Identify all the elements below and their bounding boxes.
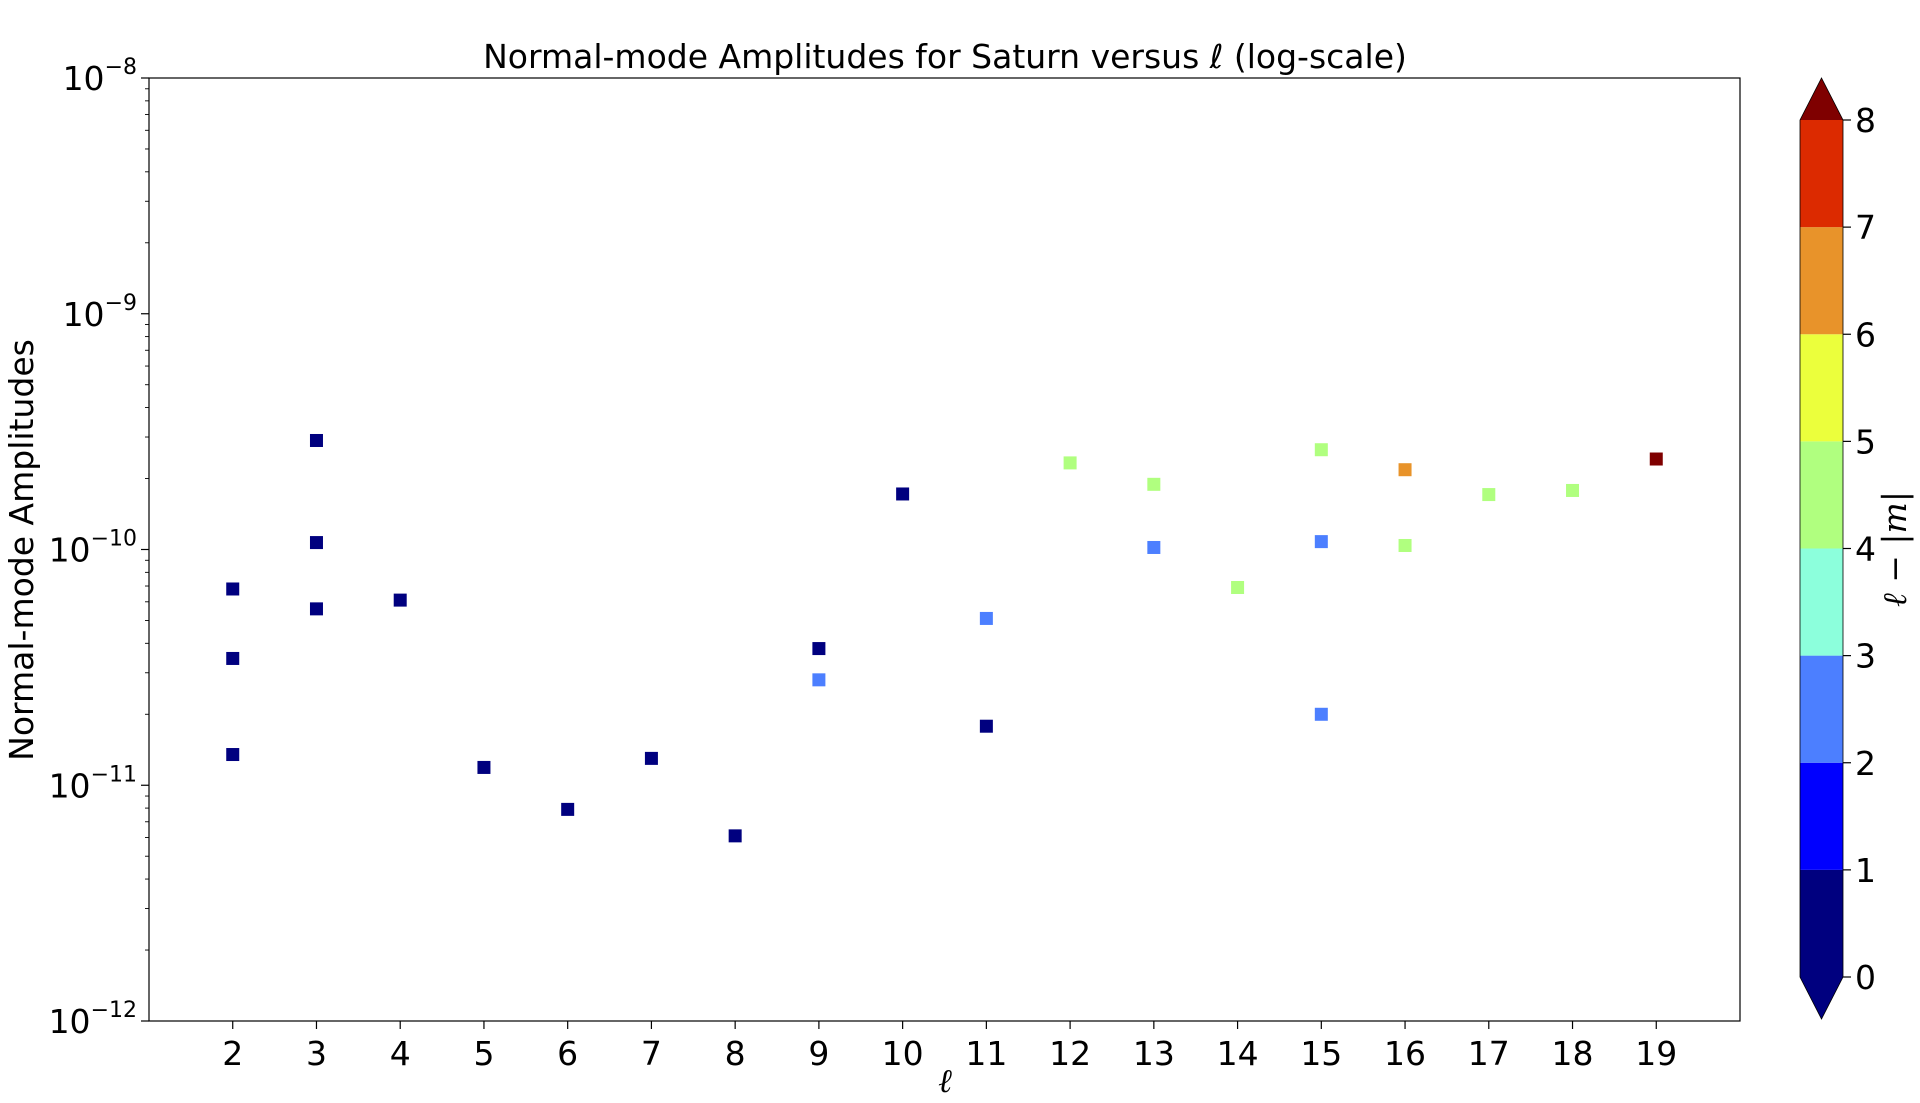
data-point bbox=[1231, 580, 1245, 594]
data-point bbox=[979, 719, 993, 733]
y-axis-label: Normal-mode Amplitudes bbox=[2, 339, 41, 761]
x-tick-label: 19 bbox=[1635, 1034, 1677, 1073]
colorbar-tick-label: 7 bbox=[1855, 208, 1876, 247]
x-ticks: 2 3 4 5 6 7 8 9 10 11 12 13 14 15 16 17 18 19 bbox=[222, 1021, 1677, 1073]
y-minor-ticks bbox=[145, 88, 149, 951]
colorbar-tick-label: 4 bbox=[1855, 530, 1876, 569]
data-point bbox=[1482, 488, 1496, 502]
data-point bbox=[1063, 456, 1077, 470]
x-tick-label: 4 bbox=[390, 1034, 411, 1073]
data-point bbox=[309, 602, 323, 616]
data-point bbox=[1314, 535, 1328, 549]
colorbar-level bbox=[1800, 227, 1843, 335]
colorbar-tick-label: 0 bbox=[1855, 958, 1876, 997]
x-tick-label: 17 bbox=[1468, 1034, 1510, 1073]
x-axis-label: ℓ bbox=[938, 1061, 952, 1100]
x-tick-label: 18 bbox=[1552, 1034, 1594, 1073]
colorbar-levels bbox=[1799, 77, 1844, 1020]
data-point bbox=[812, 642, 826, 656]
x-tick-label: 14 bbox=[1217, 1034, 1259, 1073]
data-point bbox=[1566, 483, 1580, 497]
y-tick-exponent: −8 bbox=[105, 55, 137, 80]
x-tick-label: 15 bbox=[1300, 1034, 1342, 1073]
data-point bbox=[226, 748, 240, 762]
data-point bbox=[1398, 538, 1412, 552]
colorbar-tick-label: 3 bbox=[1855, 637, 1876, 676]
x-tick-label: 10 bbox=[882, 1034, 924, 1073]
data-point bbox=[226, 651, 240, 665]
data-point bbox=[393, 593, 407, 607]
data-point bbox=[477, 760, 491, 774]
y-tick-exponent: −12 bbox=[91, 998, 137, 1023]
colorbar-extend-max bbox=[1800, 78, 1843, 120]
data-point bbox=[644, 751, 658, 765]
colorbar-level bbox=[1800, 441, 1843, 549]
y-tick-base: 10 bbox=[49, 766, 91, 805]
colorbar-tick-label: 1 bbox=[1855, 851, 1876, 890]
y-tick-base: 10 bbox=[49, 531, 91, 570]
x-tick-label: 6 bbox=[557, 1034, 578, 1073]
data-point bbox=[309, 433, 323, 447]
colorbar-label: ℓ − |m| bbox=[1875, 491, 1914, 607]
x-tick-label: 9 bbox=[808, 1034, 829, 1073]
y-tick-base: 10 bbox=[49, 1002, 91, 1041]
data-point bbox=[1649, 452, 1663, 466]
plot-frame bbox=[148, 77, 1741, 1022]
data-points bbox=[226, 433, 1663, 843]
x-tick-label: 8 bbox=[725, 1034, 746, 1073]
y-tick-base: 10 bbox=[63, 295, 105, 334]
data-point bbox=[1147, 540, 1161, 554]
y-tick-label: 10−9 bbox=[63, 291, 137, 334]
y-tick-label: 10−8 bbox=[63, 55, 137, 98]
colorbar-level bbox=[1800, 548, 1843, 656]
colorbar-level bbox=[1800, 655, 1843, 763]
data-point bbox=[1147, 477, 1161, 491]
colorbar-ticks: 0 1 2 3 4 5 6 7 8 bbox=[1843, 101, 1876, 997]
y-tick-exponent: −10 bbox=[91, 527, 137, 552]
x-tick-label: 16 bbox=[1384, 1034, 1426, 1073]
colorbar-tick-label: 8 bbox=[1855, 101, 1876, 140]
data-point bbox=[309, 536, 323, 550]
data-point bbox=[1314, 707, 1328, 721]
x-tick-label: 11 bbox=[965, 1034, 1007, 1073]
colorbar-level bbox=[1800, 762, 1843, 870]
x-tick-label: 13 bbox=[1133, 1034, 1175, 1073]
x-tick-label: 2 bbox=[222, 1034, 243, 1073]
x-tick-label: 3 bbox=[306, 1034, 327, 1073]
data-point bbox=[728, 829, 742, 843]
data-point bbox=[812, 673, 826, 687]
colorbar-extend-min bbox=[1800, 977, 1843, 1019]
data-point bbox=[1314, 443, 1328, 457]
data-point bbox=[1398, 463, 1412, 477]
x-tick-label: 12 bbox=[1049, 1034, 1091, 1073]
y-tick-base: 10 bbox=[63, 59, 105, 98]
colorbar-tick-label: 6 bbox=[1855, 315, 1876, 354]
x-tick-label: 7 bbox=[641, 1034, 662, 1073]
y-tick-exponent: −11 bbox=[91, 762, 137, 787]
colorbar-tick-label: 5 bbox=[1855, 422, 1876, 461]
x-tick-label: 5 bbox=[473, 1034, 494, 1073]
colorbar-level bbox=[1800, 334, 1843, 442]
colorbar-tick-label: 2 bbox=[1855, 744, 1876, 783]
y-tick-label: 10−10 bbox=[49, 527, 137, 570]
chart-title: Normal-mode Amplitudes for Saturn versus… bbox=[483, 37, 1407, 76]
data-point bbox=[561, 802, 575, 816]
y-tick-label: 10−11 bbox=[49, 762, 137, 805]
data-point bbox=[226, 582, 240, 596]
y-tick-label: 10−12 bbox=[49, 998, 137, 1041]
data-point bbox=[896, 487, 910, 501]
y-tick-exponent: −9 bbox=[105, 291, 137, 316]
colorbar: 0 1 2 3 4 5 6 7 8 ℓ − |m| bbox=[1799, 77, 1914, 1020]
colorbar-level bbox=[1800, 120, 1843, 228]
colorbar-level bbox=[1800, 869, 1843, 977]
data-point bbox=[979, 611, 993, 625]
